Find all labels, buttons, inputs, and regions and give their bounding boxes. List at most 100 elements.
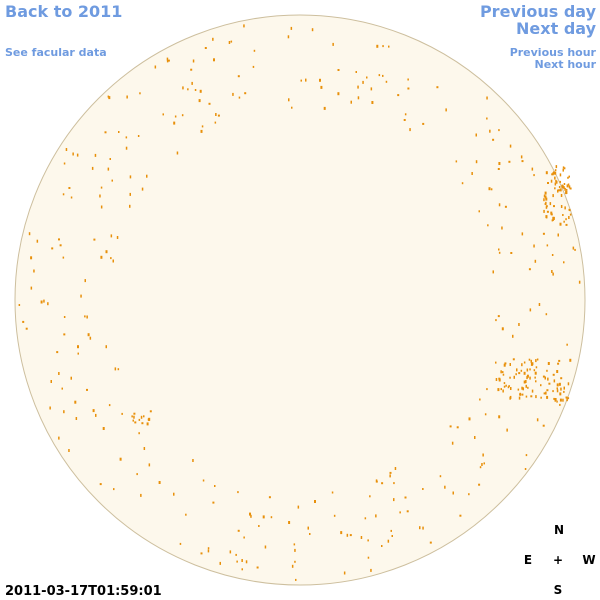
previous-hour-link[interactable]: Previous hour (510, 46, 597, 59)
facula (295, 578, 297, 581)
facula (136, 473, 138, 476)
facula (355, 71, 357, 73)
facula (459, 514, 462, 517)
facula (80, 294, 82, 298)
next-day-link[interactable]: Next day (516, 19, 597, 38)
facula (369, 495, 371, 498)
facula (556, 400, 558, 403)
facula (507, 386, 510, 389)
facula (134, 421, 137, 424)
facula (148, 463, 151, 467)
facula (294, 560, 296, 563)
facula (243, 24, 245, 28)
facular-link[interactable]: See facular data (5, 46, 107, 59)
facula (554, 398, 556, 402)
back-link[interactable]: Back to 2011 (5, 2, 122, 21)
facula (554, 187, 556, 190)
facula (474, 436, 476, 439)
facula (185, 513, 187, 516)
facula (523, 361, 526, 364)
facula (393, 498, 395, 502)
facula (452, 491, 454, 495)
facula (561, 185, 564, 189)
facula (198, 99, 201, 103)
facula (158, 481, 161, 484)
facula (362, 80, 364, 84)
facula (349, 534, 352, 537)
facula (542, 232, 545, 235)
facula (518, 396, 521, 400)
facula (498, 203, 501, 207)
solar-disk (14, 14, 586, 586)
facula (461, 182, 464, 185)
facula (207, 549, 210, 553)
facula (501, 327, 504, 331)
facula (30, 286, 33, 290)
facula (497, 168, 500, 170)
facula (495, 361, 497, 364)
facula (63, 410, 65, 414)
facula (320, 85, 323, 89)
facula (429, 541, 432, 544)
facula (509, 144, 512, 148)
facula (238, 96, 241, 99)
facula (545, 206, 548, 209)
facula (563, 186, 565, 190)
facula (534, 371, 537, 375)
facula (87, 333, 90, 337)
facula (208, 102, 211, 105)
facula (533, 369, 536, 372)
facula (108, 96, 111, 100)
facula (568, 175, 570, 178)
facula (389, 471, 392, 474)
facula (357, 85, 359, 89)
facula (481, 463, 483, 466)
facula (553, 379, 556, 383)
facula (559, 173, 562, 177)
facula (62, 193, 65, 196)
facula (486, 117, 488, 120)
facula (382, 74, 384, 77)
facula (131, 415, 133, 418)
next-hour-link[interactable]: Next hour (535, 58, 597, 71)
facula (527, 386, 529, 389)
facula (174, 115, 177, 118)
facula (305, 78, 307, 82)
facula (504, 362, 507, 365)
facula (406, 510, 409, 513)
facula (385, 80, 388, 83)
facula (518, 372, 521, 375)
facula (262, 515, 265, 519)
facula (237, 529, 240, 532)
facula (62, 256, 65, 259)
facula (138, 432, 140, 435)
facula (547, 182, 549, 184)
facula (551, 254, 554, 256)
facula (498, 415, 501, 419)
facula (543, 209, 545, 213)
facula (419, 526, 421, 530)
facula (199, 89, 202, 93)
facula (497, 315, 500, 318)
facula (232, 92, 234, 96)
facula (360, 536, 363, 539)
compass-south: S (554, 583, 563, 597)
facula (110, 257, 112, 260)
facula (525, 395, 528, 398)
facula (105, 345, 107, 349)
facula (486, 96, 488, 100)
facula (468, 417, 471, 421)
facula (484, 413, 487, 416)
facula (528, 268, 531, 271)
facula (173, 492, 175, 496)
facula (204, 47, 207, 49)
facula (547, 377, 549, 381)
facula (293, 543, 296, 546)
facula (146, 422, 149, 426)
facula (58, 372, 60, 375)
facula (146, 174, 148, 178)
previous-day-link[interactable]: Previous day (480, 2, 597, 21)
facula (143, 447, 146, 450)
facula (501, 226, 503, 230)
facula (500, 388, 502, 391)
